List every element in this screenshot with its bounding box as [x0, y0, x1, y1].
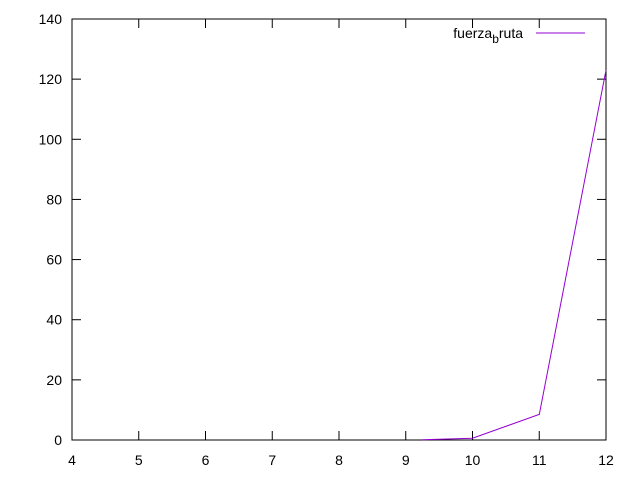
x-tick-label: 6 [202, 452, 210, 468]
x-tick-label: 10 [465, 452, 481, 468]
legend-label-main: fuerza [453, 25, 492, 41]
x-tick-label: 4 [68, 452, 76, 468]
x-axis-ticks: 4 5 6 7 8 9 10 11 12 [68, 19, 614, 468]
x-tick-label: 12 [598, 452, 614, 468]
legend-label: fuerzabruta [453, 25, 523, 46]
y-tick-label: 120 [39, 71, 63, 87]
y-tick-label: 40 [46, 312, 62, 328]
legend-label-rest: ruta [499, 25, 523, 41]
x-tick-label: 5 [135, 452, 143, 468]
x-tick-label: 9 [402, 452, 410, 468]
plot-frame [71, 18, 607, 441]
x-tick-label: 11 [532, 452, 547, 468]
x-tick-label: 7 [268, 452, 276, 468]
y-tick-label: 0 [54, 432, 62, 448]
y-tick-label: 80 [46, 191, 62, 207]
legend-label-subscript: b [492, 32, 499, 46]
legend: fuerzabruta [453, 25, 585, 46]
series-line [422, 70, 607, 441]
y-axis-ticks: 0 20 40 60 80 100 120 140 [39, 11, 606, 448]
y-tick-label: 140 [39, 11, 63, 27]
series-layer [422, 70, 607, 441]
x-tick-label: 8 [335, 452, 343, 468]
y-tick-label: 60 [46, 252, 62, 268]
y-tick-label: 100 [39, 131, 63, 147]
y-tick-label: 20 [46, 372, 62, 388]
